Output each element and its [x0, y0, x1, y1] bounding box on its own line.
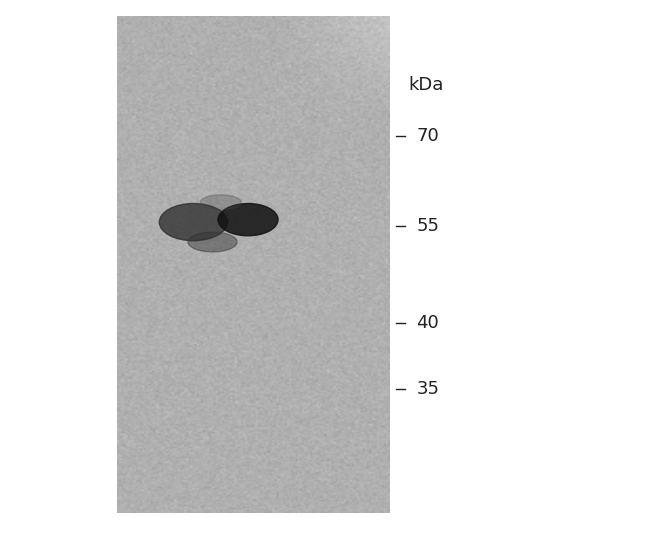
- Ellipse shape: [200, 195, 241, 210]
- Ellipse shape: [159, 203, 228, 241]
- Text: kDa: kDa: [409, 76, 444, 95]
- Text: 70: 70: [416, 127, 439, 145]
- Text: 35: 35: [416, 380, 439, 398]
- Text: 40: 40: [416, 314, 439, 332]
- Ellipse shape: [188, 232, 237, 252]
- Ellipse shape: [218, 203, 278, 236]
- Text: 55: 55: [416, 217, 439, 235]
